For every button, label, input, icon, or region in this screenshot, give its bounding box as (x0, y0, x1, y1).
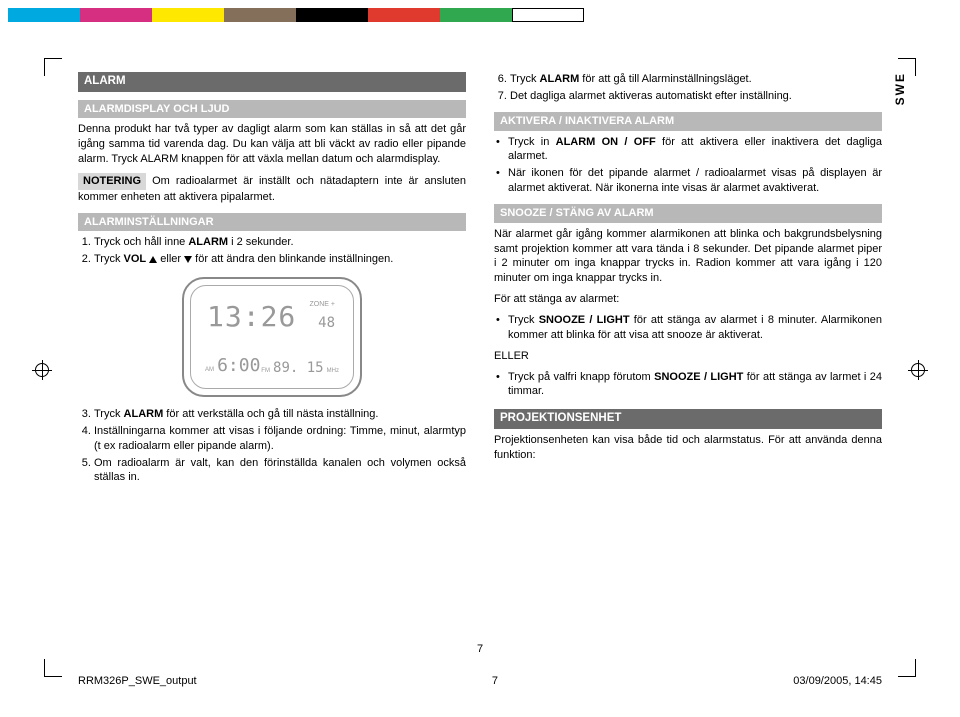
steps-list-1: Tryck och håll inne ALARM i 2 sekunder. … (94, 235, 466, 267)
section-projektion: PROJEKTIONSENHET (494, 409, 882, 429)
step-4: Inställningarna kommer att visas i följa… (94, 424, 466, 454)
registration-mark (32, 360, 52, 380)
page-number: 7 (477, 642, 483, 657)
subsection-aktivera: AKTIVERA / INAKTIVERA ALARM (494, 112, 882, 131)
bullet-2: När ikonen för det pipande alarmet / rad… (494, 166, 882, 196)
registration-mark (908, 360, 928, 380)
language-tab: SWE (892, 72, 908, 105)
step-6: Tryck ALARM för att gå till Alarminställ… (510, 72, 882, 87)
bullet-list-2: Tryck SNOOZE / LIGHT för att stänga av a… (494, 313, 882, 343)
bullet-list-1: Tryck in ALARM ON / OFF för att aktivera… (494, 135, 882, 196)
bullet-3: Tryck SNOOZE / LIGHT för att stänga av a… (494, 313, 882, 343)
step-2: Tryck VOL eller för att ändra den blinka… (94, 252, 466, 267)
page-content: ALARM ALARMDISPLAY OCH LJUD Denna produk… (78, 72, 882, 657)
left-column: ALARM ALARMDISPLAY OCH LJUD Denna produk… (78, 72, 466, 657)
section-alarm: ALARM (78, 72, 466, 92)
color-calibration-bar (8, 8, 584, 22)
crop-mark (44, 659, 62, 677)
triangle-down-icon (184, 256, 192, 263)
bullet-4: Tryck på valfri knapp förutom SNOOZE / L… (494, 370, 882, 400)
bullet-list-3: Tryck på valfri knapp förutom SNOOZE / L… (494, 370, 882, 400)
subsection-installningar: ALARMINSTÄLLNINGAR (78, 213, 466, 232)
crop-mark (44, 58, 62, 76)
footer: RRM326P_SWE_output 7 03/09/2005, 14:45 (78, 674, 882, 689)
footer-filename: RRM326P_SWE_output (78, 674, 197, 689)
device-illustration: 13:26 ZONE + 48 AM 6:00 FM 89. 15 MHz (182, 277, 362, 397)
footer-timestamp: 03/09/2005, 14:45 (793, 674, 882, 689)
step-1: Tryck och håll inne ALARM i 2 sekunder. (94, 235, 466, 250)
right-column: Tryck ALARM för att gå till Alarminställ… (494, 72, 882, 657)
snooze-p2: För att stänga av alarmet: (494, 292, 882, 307)
step-5: Om radioalarm är valt, kan den förinstäl… (94, 456, 466, 486)
step-7: Det dagliga alarmet aktiveras automatisk… (510, 89, 882, 104)
intro-text: Denna produkt har två typer av dagligt a… (78, 122, 466, 167)
step-3: Tryck ALARM för att verkställa och gå ti… (94, 407, 466, 422)
steps-list-3: Tryck ALARM för att gå till Alarminställ… (510, 72, 882, 104)
snooze-p1: När alarmet går igång kommer alarmikonen… (494, 227, 882, 286)
footer-page: 7 (492, 674, 498, 689)
subsection-snooze: SNOOZE / STÄNG AV ALARM (494, 204, 882, 223)
steps-list-2: Tryck ALARM för att verkställa och gå ti… (94, 407, 466, 485)
note: NOTERING Om radioalarmet är inställt och… (78, 173, 466, 205)
bullet-1: Tryck in ALARM ON / OFF för att aktivera… (494, 135, 882, 165)
eller: ELLER (494, 349, 882, 364)
projektion-text: Projektionsenheten kan visa både tid och… (494, 433, 882, 463)
subsection-alarmdisplay: ALARMDISPLAY OCH LJUD (78, 100, 466, 119)
crop-mark (898, 659, 916, 677)
